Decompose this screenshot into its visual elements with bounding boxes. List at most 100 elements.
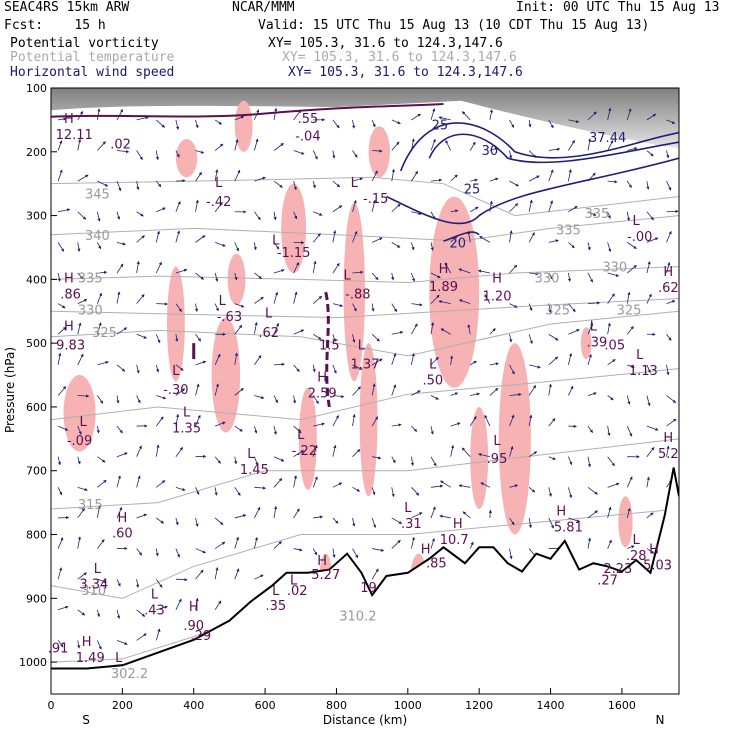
wind-vector	[430, 138, 436, 151]
strat-shade	[51, 88, 679, 149]
pv-extremum-label: H	[64, 272, 74, 287]
wind-vector	[254, 506, 261, 519]
theta-label: 335	[78, 272, 103, 287]
pv-extremum-label: -.30	[163, 383, 188, 398]
wind-vector	[293, 475, 298, 488]
wind-vector	[332, 394, 345, 399]
wind-vector	[430, 538, 435, 549]
pv-extremum-label: 12.11	[56, 128, 93, 143]
wind-vector	[568, 303, 576, 313]
wind-vector	[607, 359, 616, 366]
wind-vector	[489, 200, 493, 212]
pv-extremum-label: 2	[603, 562, 611, 577]
wind-vector	[646, 446, 655, 457]
wind-vector	[175, 179, 186, 183]
wind-vector	[548, 147, 561, 151]
wind-vector	[607, 293, 615, 304]
wind-vector	[568, 517, 581, 523]
pv-extremum-label: 1.37	[351, 358, 380, 373]
wind-vector	[116, 425, 123, 434]
wind-vector	[391, 119, 401, 124]
pv-extremum-label: 1.13	[629, 364, 658, 379]
theta-line	[51, 508, 679, 599]
wind-vector	[371, 272, 379, 281]
wind-vector	[57, 303, 66, 309]
terrain-line	[51, 467, 679, 670]
wind-vector	[175, 268, 188, 274]
wind-vector	[352, 449, 361, 457]
wind-vector	[254, 354, 262, 366]
wind-vector	[57, 487, 63, 496]
wind-vector	[372, 548, 385, 552]
pv-extremum-label: .02	[287, 584, 308, 599]
wind-vector	[458, 484, 471, 488]
wind-vector	[587, 322, 593, 335]
wind-vector	[58, 208, 71, 213]
pv-extremum-label: L	[172, 364, 180, 379]
wind-vector	[666, 445, 670, 457]
wind-vector	[77, 640, 81, 649]
wind-vector	[253, 536, 258, 549]
wind-vector	[77, 425, 82, 435]
wind-vector	[234, 115, 245, 121]
wind-vector	[332, 364, 337, 374]
wind-vector	[116, 395, 120, 404]
wind-vector	[352, 486, 361, 492]
wind-vector	[568, 242, 575, 249]
pv-blob	[368, 126, 390, 178]
wind-vector	[273, 269, 285, 274]
wind-vector	[352, 386, 361, 396]
wind-vector	[175, 200, 181, 212]
wind-vector	[626, 507, 631, 519]
wind-vector	[470, 178, 478, 182]
y-tick-label: 300	[26, 210, 47, 223]
wind-vector	[175, 598, 182, 610]
wind-vector	[234, 352, 238, 365]
wind-vector	[509, 445, 514, 457]
pv-extremum-label: H	[439, 262, 449, 277]
wind-vector	[488, 509, 492, 518]
wind-vector	[509, 203, 519, 213]
wind-vector	[607, 180, 618, 184]
wind-vector	[371, 487, 376, 496]
wind-vector	[116, 640, 128, 645]
wind-vector	[214, 541, 226, 549]
wind-vector	[234, 514, 247, 519]
pv-extremum-label: .29	[191, 629, 212, 644]
wind-vector	[214, 303, 219, 312]
wind-vector	[57, 326, 67, 335]
wind-vector	[293, 291, 298, 304]
wind-vector	[214, 421, 226, 427]
wind-vector	[155, 548, 159, 557]
wind-vector	[195, 569, 204, 580]
wind-vector	[509, 150, 513, 159]
pv-extremum-label: 1.35	[172, 421, 201, 436]
pv-extremum-label: L	[115, 651, 123, 666]
wind-vector	[312, 150, 318, 160]
theta-line	[51, 310, 679, 357]
pv-extremum-label: -.04	[295, 129, 320, 144]
y-tick-label: 100	[26, 82, 47, 95]
wind-vector	[352, 334, 356, 343]
wind-vector	[666, 300, 676, 304]
wind-vector	[332, 415, 339, 427]
wind-vector	[646, 512, 654, 519]
wind-vector	[253, 242, 257, 251]
wind-vector	[607, 211, 611, 219]
x-tick-label: 600	[255, 699, 276, 712]
pv-extremum-label: H	[556, 504, 566, 519]
wind-label: 37.44	[589, 131, 626, 146]
wind-vector	[97, 640, 102, 650]
x-tick-label: 1000	[394, 699, 422, 712]
wind-vector	[155, 180, 162, 188]
pv-extremum-label: H	[492, 272, 502, 287]
wind-vector	[450, 355, 454, 365]
wind-vector	[234, 388, 244, 396]
wind-vector	[587, 456, 591, 468]
wind-vector	[116, 241, 126, 246]
wind-vector	[116, 327, 128, 335]
wind-vector	[627, 147, 638, 151]
wind-vector	[116, 211, 121, 220]
wind-vector	[627, 364, 635, 369]
wind-vector	[175, 486, 186, 491]
